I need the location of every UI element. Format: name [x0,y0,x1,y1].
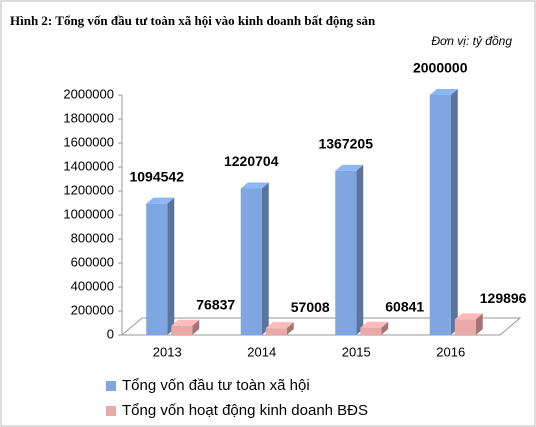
bar-top [146,197,175,204]
data-label: 60841 [385,298,424,314]
bar-top [429,89,458,95]
bar [171,325,193,335]
bar-side [286,322,294,335]
bar [429,95,451,335]
bar [265,328,287,335]
bar [335,170,357,335]
bar-top [240,182,269,189]
data-label: 2000000 [413,60,468,76]
bar [240,188,262,335]
x-tick-label: 2014 [247,344,276,359]
data-label: 129896 [480,290,527,306]
y-tick-label: 200000 [71,302,114,317]
bar-top [454,313,483,320]
y-tick-label: 2000000 [63,86,114,101]
legend-label: Tổng vốn hoạt động kinh doanh BĐS [122,402,368,419]
y-tick-label: 1400000 [63,158,114,173]
data-label: 1094542 [129,168,184,184]
bar-top [360,321,389,328]
data-label: 76837 [196,296,235,312]
bar-side [475,313,483,335]
bar-side [356,164,364,335]
bar-top [335,164,364,171]
bar-side [381,321,389,335]
bar-top [265,322,294,329]
y-tick-label: 400000 [71,278,114,293]
y-tick-label: 1800000 [63,110,114,125]
bar [146,203,168,335]
y-tick-label: 1600000 [63,134,114,149]
bar [360,327,382,335]
legend-label: Tổng vốn đầu tư toàn xã hội [122,377,310,394]
y-tick-label: 0 [107,326,114,341]
y-tick-label: 800000 [71,230,114,245]
chart-subtitle: Đơn vị: tỷ đồng [431,34,512,48]
bar-side [192,319,200,335]
data-label: 57008 [291,299,330,315]
bar [454,319,476,335]
bar-side [450,89,458,335]
data-label: 1220704 [224,153,279,169]
y-tick-label: 1000000 [63,206,114,221]
x-tick-label: 2015 [342,344,371,359]
bar-side [167,197,175,335]
legend-swatch [106,406,116,416]
y-tick-label: 1200000 [63,182,114,197]
y-tick-label: 600000 [71,254,114,269]
x-tick-label: 2016 [436,344,465,359]
bar-side [261,182,269,335]
legend-swatch [106,381,116,391]
bar-top [171,319,200,326]
chart-title: Hình 2: Tổng vốn đầu tư toàn xã hội vào … [10,13,376,28]
data-label: 1367205 [318,136,373,152]
x-tick-label: 2013 [153,344,182,359]
